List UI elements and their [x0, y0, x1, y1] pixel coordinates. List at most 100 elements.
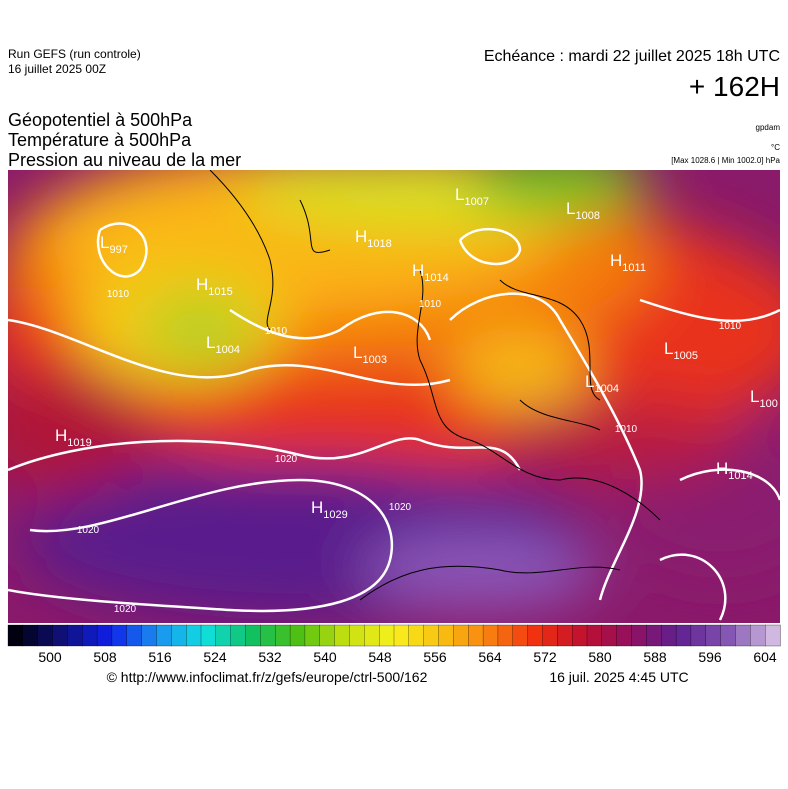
center-value: 1004 — [594, 383, 618, 395]
colorbar-swatch — [482, 624, 499, 647]
colorbar-swatch — [705, 624, 722, 647]
center-letter: L — [100, 233, 109, 252]
colorbar-swatch — [171, 624, 187, 647]
center-letter: L — [566, 199, 575, 218]
unit: gpdam — [756, 123, 781, 132]
colorbar-swatch — [349, 624, 365, 647]
colorbar-swatch — [126, 624, 143, 647]
pressure-center: L100 — [750, 387, 778, 410]
colorbar-tick-label: 500 — [38, 649, 62, 665]
center-letter: H — [311, 498, 323, 517]
colorbar-swatch — [364, 624, 380, 647]
colorbar-swatch — [304, 624, 321, 647]
center-value: 1003 — [362, 354, 386, 366]
colorbar-tick-label: 516 — [148, 649, 172, 665]
center-letter: H — [196, 275, 208, 294]
timestamp: 16 juil. 2025 4:45 UTC — [549, 669, 688, 685]
colorbar-swatch — [7, 624, 24, 647]
pressure-center: H1014 — [716, 459, 753, 482]
colorbar-tick-label: 604 — [753, 649, 777, 665]
colorbar-swatch — [735, 624, 751, 647]
center-letter: H — [716, 459, 728, 478]
isobar-label: 1010 — [615, 424, 638, 435]
colorbar-swatch — [37, 624, 54, 647]
colorbar-swatch — [661, 624, 677, 647]
colorbar-tick-label: 532 — [258, 649, 282, 665]
center-letter: L — [664, 339, 673, 358]
pressure-center: H1018 — [355, 227, 392, 250]
colorbar-swatch — [96, 624, 113, 647]
center-letter: H — [355, 227, 367, 246]
colorbar-swatch — [289, 624, 306, 647]
isobar-label: 1020 — [114, 604, 137, 615]
colorbar-swatch — [750, 624, 766, 647]
center-value: 1015 — [208, 286, 232, 298]
colorbar-swatch — [765, 624, 781, 647]
isobar-label: 1010 — [719, 321, 742, 332]
isobar-label: 1020 — [389, 502, 412, 513]
pressure-center: H1011 — [610, 251, 646, 274]
colorbar-swatch — [230, 624, 247, 647]
center-letter: L — [585, 372, 594, 391]
center-letter: L — [455, 185, 464, 204]
colorbar-tick-label: 540 — [313, 649, 337, 665]
center-value: 1005 — [673, 350, 697, 362]
colorbar-tick-label: 548 — [368, 649, 392, 665]
run-date: 16 juillet 2025 00Z — [8, 62, 106, 76]
center-value: 1011 — [622, 262, 646, 274]
source-url: © http://www.infoclimat.fr/z/gefs/europe… — [107, 669, 428, 685]
center-value: 1007 — [464, 196, 488, 208]
isobar-label: 1010 — [419, 299, 442, 310]
colorbar-swatch — [586, 624, 603, 647]
center-value: 1014 — [728, 470, 752, 482]
colorbar: 500 508 516 524 532 540 548 556 564 572 580 588 596 6… — [7, 624, 781, 665]
pressure-center: H1029 — [311, 498, 348, 521]
title: Géopotentiel à 500hPa — [8, 110, 193, 130]
pressure-center: L1007 — [455, 185, 489, 208]
colorbar-swatch — [646, 624, 662, 647]
colorbar-swatch — [260, 624, 276, 647]
colorbar-tick-label: 564 — [478, 649, 502, 665]
isobar-label: 1010 — [107, 289, 130, 300]
colorbar-swatch — [542, 624, 558, 647]
colorbar-swatch — [572, 624, 588, 647]
coastlines — [209, 170, 661, 601]
colorbar-swatch — [423, 624, 440, 647]
pressure-center: L1004 — [585, 372, 619, 395]
colorbar-swatch — [52, 624, 69, 647]
colorbar-swatch — [408, 624, 425, 647]
title: Température à 500hPa — [8, 130, 192, 150]
pressure-center: L1004 — [206, 333, 240, 356]
isobar-label: 1010 — [265, 326, 288, 337]
unit: [Max 1028.6 | Min 1002.0] hPa — [671, 156, 780, 165]
center-value: 1018 — [367, 238, 391, 250]
center-value: 100 — [759, 398, 777, 410]
center-letter: L — [353, 343, 362, 362]
isobar-label: 1020 — [77, 525, 100, 536]
colorbar-swatch — [453, 624, 469, 647]
colorbar-tick-label: 580 — [588, 649, 612, 665]
colorbar-swatch — [631, 624, 648, 647]
center-letter: L — [750, 387, 759, 406]
pressure-center: H1019 — [55, 426, 92, 449]
colorbar-swatch — [379, 624, 395, 647]
colorbar-swatch — [245, 624, 262, 647]
colorbar-swatch — [557, 624, 573, 647]
pressure-center: L1005 — [664, 339, 698, 362]
center-value: 1014 — [424, 272, 448, 284]
colorbar-swatch — [468, 624, 484, 647]
colorbar-tick-label: 572 — [533, 649, 557, 665]
colorbar-tick-label: 524 — [203, 649, 227, 665]
isobar-label: 1020 — [275, 454, 298, 465]
unit: °C — [771, 143, 780, 152]
center-letter: L — [206, 333, 215, 352]
title: Pression au niveau de la mer — [8, 150, 241, 170]
colorbar-swatch — [393, 624, 410, 647]
colorbar-swatch — [512, 624, 529, 647]
pressure-center: L1003 — [353, 343, 387, 366]
pressure-center: L997 — [100, 233, 128, 256]
colorbar-swatch — [334, 624, 351, 647]
